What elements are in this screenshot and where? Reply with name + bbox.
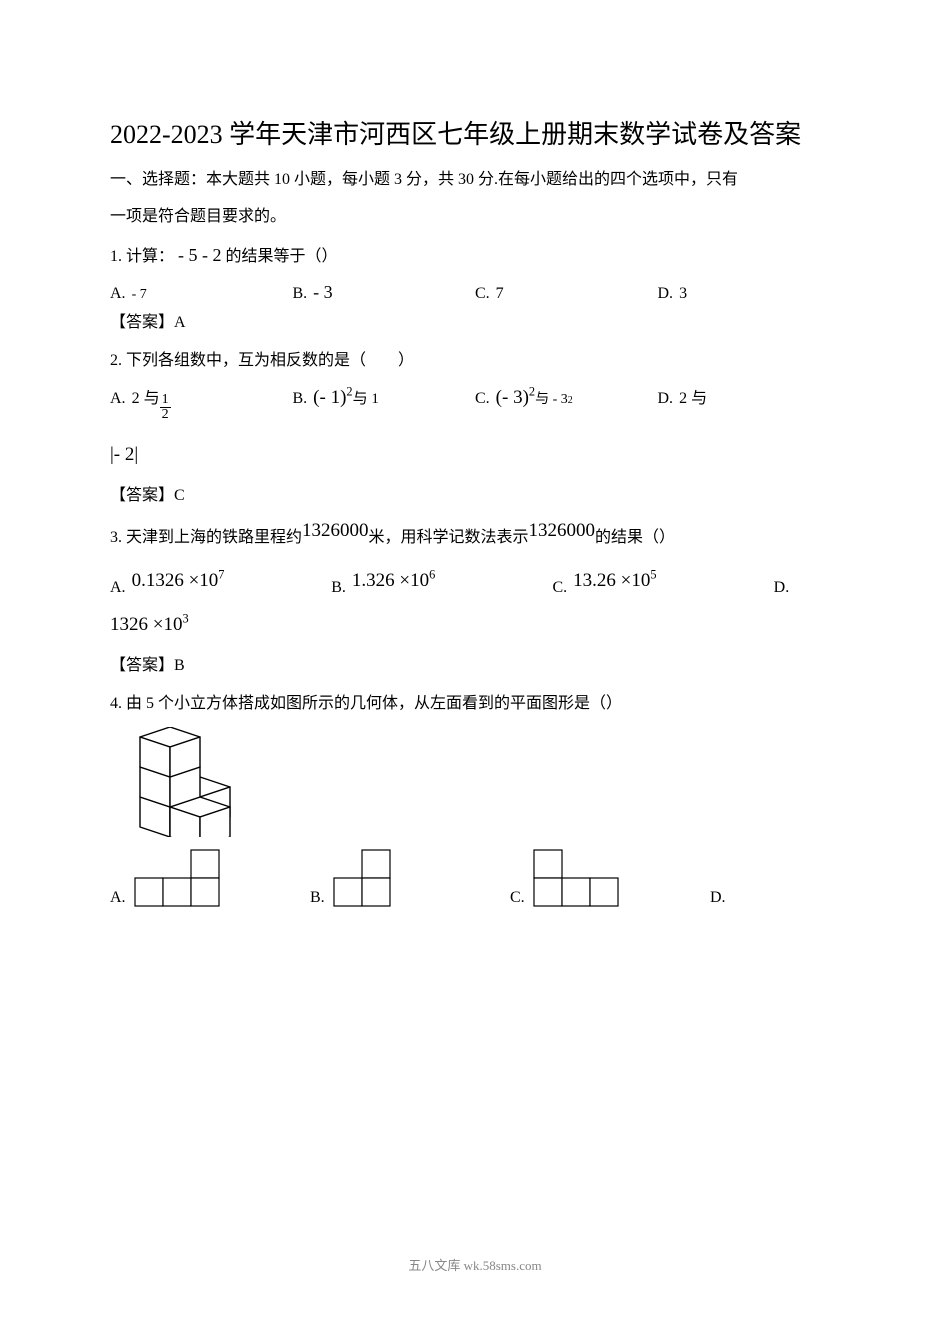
opt-label-c: C.	[475, 390, 490, 408]
opt-label-b: B.	[293, 390, 308, 408]
q2-b-expr: (- 1)2	[313, 387, 352, 409]
opt-label-d: D.	[658, 285, 674, 303]
opt-label-b: B.	[293, 285, 308, 303]
q4-options: A. B. C.	[110, 847, 840, 907]
opt-label-b: B.	[310, 889, 325, 907]
page: 2022-2023 学年天津市河西区七年级上册期末数学试卷及答案 一、选择题：本…	[0, 0, 950, 907]
q3-num2: 1326000	[529, 510, 596, 552]
opt-label-d: D.	[774, 579, 790, 597]
frac-num: 1	[160, 393, 171, 408]
q4-b-svg	[331, 847, 411, 907]
q2-a-fraction: 1 2	[160, 393, 171, 422]
q4-opt-a: A.	[110, 847, 310, 907]
q1-answer: 【答案】A	[110, 307, 840, 339]
q4-opt-c: C.	[510, 847, 710, 907]
q4-isometric-figure	[110, 727, 840, 837]
q3-opt-a: A. 0.1326 ×107	[110, 570, 331, 592]
q3-a-base: 0.1326 ×10	[132, 570, 219, 591]
q4-opt-b: B.	[310, 847, 510, 907]
opt-label-c: C.	[475, 285, 490, 303]
q3-options: A. 0.1326 ×107 B. 1.326 ×106 C. 13.26 ×1…	[110, 570, 840, 592]
q3-opt-d: D.	[774, 573, 840, 591]
q2-d-line2: |- 2|	[110, 444, 840, 466]
q3-a-exp: 7	[218, 567, 224, 581]
q1-c-text: 7	[496, 285, 504, 303]
frac-den: 2	[160, 408, 171, 422]
q1-opt-b: B. - 3	[293, 282, 476, 303]
page-title: 2022-2023 学年天津市河西区七年级上册期末数学试卷及答案	[110, 110, 840, 159]
q2-d-text: 2 与	[679, 384, 707, 408]
opt-label-d: D.	[658, 390, 674, 408]
q4-opt-d: D.	[710, 889, 732, 907]
q3-answer: 【答案】B	[110, 650, 840, 682]
q1-expr: - 5 - 2	[178, 245, 222, 265]
q3-c-exp: 5	[650, 567, 656, 581]
q1-stem: 1. 计算： - 5 - 2 的结果等于（）	[110, 236, 840, 276]
q3-a-expr: 0.1326 ×107	[132, 570, 225, 592]
q3-stem-pre: 3. 天津到上海的铁路里程约	[110, 520, 302, 555]
q2-opt-a: A. 2 与 1 2	[110, 384, 293, 422]
opt-label-c: C.	[510, 889, 525, 907]
footer-text: 五八文库 wk.58sms.com	[0, 1255, 950, 1274]
cube-figure-svg	[110, 727, 260, 837]
q1-b-text: - 3	[313, 282, 333, 303]
opt-label-d: D.	[710, 889, 726, 907]
q3-stem-mid: 米，用科学记数法表示	[369, 520, 529, 555]
q1-opt-c: C. 7	[475, 285, 658, 303]
opt-label-c: C.	[552, 579, 567, 597]
opt-label-a: A.	[110, 889, 126, 907]
q4-a-svg	[132, 847, 232, 907]
q3-c-base: 13.26 ×10	[573, 570, 650, 591]
opt-label-a: A.	[110, 285, 126, 303]
q2-opt-d: D. 2 与	[658, 384, 841, 408]
q2-b-pre: (- 1)	[313, 387, 346, 408]
q2-opt-b: B. (- 1)2 与 1	[293, 387, 476, 409]
q3-opt-b: B. 1.326 ×106	[331, 570, 552, 592]
q2-c-mid: 与 - 3	[535, 388, 568, 408]
section-intro-line-2: 一项是符合题目要求的。	[110, 202, 840, 232]
q1-d-text: 3	[679, 285, 687, 303]
q3-num1: 1326000	[302, 510, 369, 552]
q1-stem-post: 的结果等于（）	[226, 248, 338, 265]
opt-label-a: A.	[110, 390, 126, 408]
q3-stem: 3. 天津到上海的铁路里程约 1326000 米，用科学记数法表示 132600…	[110, 516, 840, 558]
q3-b-expr: 1.326 ×106	[352, 570, 435, 592]
q4-stem: 4. 由 5 个小立方体搭成如图所示的几何体，从左面看到的平面图形是（）	[110, 686, 840, 721]
section-intro-line-1: 一、选择题：本大题共 10 小题，每小题 3 分，共 30 分.在每小题给出的四…	[110, 165, 840, 195]
opt-label-b: B.	[331, 579, 346, 597]
q2-opt-c: C. (- 3)2 与 - 32	[475, 387, 658, 409]
q1-stem-pre: 1. 计算：	[110, 248, 174, 265]
q1-opt-a: A. - 7	[110, 285, 293, 303]
q2-stem: 2. 下列各组数中，互为相反数的是（ ）	[110, 343, 840, 378]
q3-b-base: 1.326 ×10	[352, 570, 429, 591]
q4-c-svg	[531, 847, 631, 907]
q3-d-expr: 1326 ×103	[110, 614, 840, 636]
q2-b-post: 与 1	[353, 387, 379, 408]
q3-opt-c: C. 13.26 ×105	[552, 570, 773, 592]
opt-label-a: A.	[110, 579, 126, 597]
q3-c-expr: 13.26 ×105	[573, 570, 656, 592]
q3-d-exp: 3	[182, 611, 188, 625]
q2-options: A. 2 与 1 2 B. (- 1)2 与 1 C. (- 3)2 与 - 3…	[110, 384, 840, 422]
q1-a-text: - 7	[132, 287, 147, 303]
q1-opt-d: D. 3	[658, 285, 841, 303]
q3-d-base: 1326 ×10	[110, 614, 182, 635]
q3-stem-post: 的结果（）	[595, 520, 675, 555]
q2-c-pre: (- 3)	[496, 387, 529, 408]
q3-b-exp: 6	[429, 567, 435, 581]
q2-c-expr: (- 3)2	[496, 387, 535, 409]
q2-answer: 【答案】C	[110, 480, 840, 512]
q2-a-pre: 2 与	[132, 384, 160, 408]
q1-options: A. - 7 B. - 3 C. 7 D. 3	[110, 282, 840, 303]
